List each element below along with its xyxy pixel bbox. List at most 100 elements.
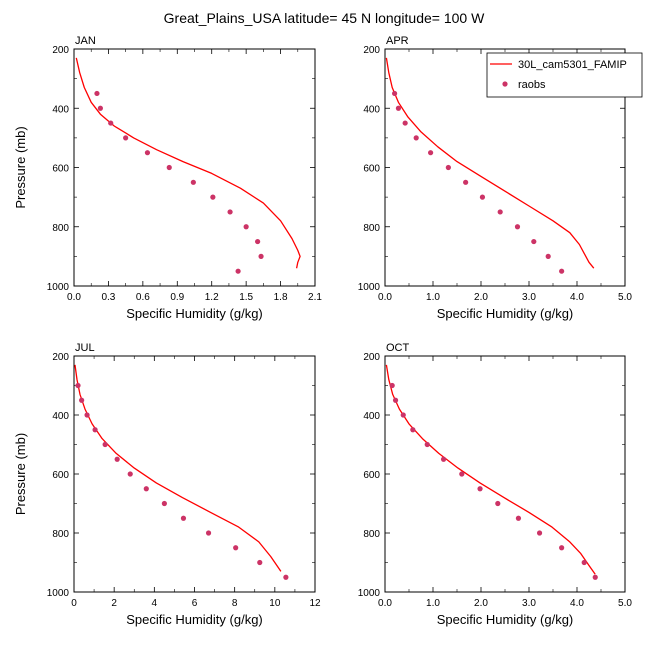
obs-point bbox=[389, 382, 395, 389]
y-tick-label: 600 bbox=[363, 164, 380, 175]
obs-point bbox=[94, 90, 100, 97]
y-axis-title: Pressure (mb) bbox=[13, 126, 28, 208]
obs-point bbox=[102, 441, 108, 448]
obs-point bbox=[402, 120, 408, 126]
x-tick-label: 3.0 bbox=[522, 598, 536, 609]
x-tick-label: 1.5 bbox=[239, 292, 253, 303]
panel-jul: 0 2 4 6 8 10 12 200 400 600 800 1000 JUL Specific Hum… bbox=[13, 342, 321, 627]
obs-point bbox=[123, 135, 129, 141]
obs-point bbox=[144, 150, 151, 156]
panels: 0.0 0.3 0.6 0.9 1.2 1.5 1.8 2.12004006008001000… bbox=[13, 35, 632, 627]
legend-obs-label: raobs bbox=[518, 79, 546, 91]
y-tick-label: 1000 bbox=[358, 282, 381, 293]
x-tick-label: 6 bbox=[192, 598, 198, 609]
y-tick-label: 400 bbox=[52, 411, 69, 422]
panel-title: JAN bbox=[75, 35, 96, 47]
y-tick-label: 400 bbox=[52, 104, 69, 115]
obs-point bbox=[161, 500, 167, 507]
model-series-line bbox=[75, 57, 301, 269]
obs-point bbox=[497, 209, 503, 215]
x-axis-title: Specific Humidity (g/kg) bbox=[437, 612, 574, 627]
x-tick-label: 4 bbox=[152, 598, 158, 609]
obs-point bbox=[283, 574, 289, 580]
panel-title: OCT bbox=[386, 342, 410, 354]
y-tick-label: 600 bbox=[52, 164, 69, 175]
x-tick-label: 5.0 bbox=[618, 292, 632, 303]
x-tick-label: 0.9 bbox=[170, 292, 184, 303]
obs-point bbox=[227, 209, 233, 215]
x-tick-label: 1.0 bbox=[426, 598, 440, 609]
x-tick-label: 2.1 bbox=[308, 292, 322, 303]
x-tick-label: 2.0 bbox=[474, 598, 488, 609]
model-series-line bbox=[385, 364, 596, 575]
obs-point bbox=[400, 412, 406, 418]
obs-point bbox=[79, 397, 85, 403]
x-axis-title: Specific Humidity (g/kg) bbox=[437, 306, 574, 321]
x-tick-label: 0.0 bbox=[378, 292, 392, 303]
plot-frame bbox=[73, 48, 316, 287]
x-tick-label: 0 bbox=[71, 598, 77, 609]
x-tick-label: 1.2 bbox=[205, 292, 219, 303]
x-tick-label: 0.0 bbox=[67, 292, 81, 303]
obs-point bbox=[413, 135, 419, 141]
obs-point bbox=[515, 515, 522, 521]
obs-point bbox=[257, 559, 263, 566]
y-axis-title: Pressure (mb) bbox=[13, 433, 28, 515]
x-tick-label: 0.3 bbox=[101, 292, 115, 303]
y-tick-label: 600 bbox=[363, 470, 380, 481]
x-tick-label: 1.8 bbox=[274, 292, 288, 303]
y-tick-label: 400 bbox=[363, 104, 380, 115]
obs-point bbox=[536, 530, 543, 536]
obs-point bbox=[559, 545, 565, 551]
obs-point bbox=[235, 268, 241, 274]
y-tick-label: 1000 bbox=[358, 588, 381, 599]
y-tick-label: 800 bbox=[363, 223, 380, 234]
obs-point bbox=[392, 90, 398, 97]
x-tick-label: 2.0 bbox=[474, 292, 488, 303]
obs-point bbox=[243, 224, 249, 230]
obs-point bbox=[166, 164, 172, 171]
obs-point bbox=[445, 164, 451, 171]
x-axis-title: Specific Humidity (g/kg) bbox=[126, 612, 263, 627]
obs-point bbox=[545, 253, 551, 259]
x-tick-label: 10 bbox=[269, 598, 281, 609]
x-tick-label: 0.0 bbox=[378, 598, 392, 609]
obs-point bbox=[92, 427, 98, 433]
obs-point bbox=[255, 238, 261, 245]
obs-point bbox=[410, 427, 416, 433]
figure-title: Great_Plains_USA latitude= 45 N longitud… bbox=[164, 10, 485, 26]
obs-point bbox=[180, 515, 187, 521]
y-tick-label: 200 bbox=[52, 352, 69, 363]
obs-point bbox=[392, 397, 399, 403]
x-tick-label: 1.0 bbox=[426, 292, 440, 303]
obs-point bbox=[424, 441, 430, 448]
legend-box bbox=[486, 52, 643, 98]
obs-point bbox=[205, 530, 212, 536]
panel-oct: 0.0 1.0 2.0 3.0 4.0 5.0 200 400 600 800 1000 OCT Spe… bbox=[358, 342, 633, 627]
obs-point bbox=[428, 150, 434, 156]
x-tick-label: 5.0 bbox=[618, 598, 632, 609]
obs-point bbox=[459, 471, 465, 477]
x-tick-label: 4.0 bbox=[570, 292, 584, 303]
legend-model-label: 30L_cam5301_FAMIP bbox=[518, 59, 627, 71]
x-tick-label: 12 bbox=[309, 598, 321, 609]
obs-point bbox=[127, 471, 133, 477]
x-tick-label: 3.0 bbox=[522, 292, 536, 303]
obs-point bbox=[495, 500, 501, 507]
y-tick-label: 200 bbox=[363, 45, 380, 56]
y-tick-label: 200 bbox=[52, 45, 69, 56]
plot-frame bbox=[384, 355, 626, 593]
panel-apr: 0.0 1.0 2.0 3.0 4.0 5.0 200 400 600 800 1000 APR Spe… bbox=[358, 35, 633, 321]
x-axis-title: Specific Humidity (g/kg) bbox=[126, 306, 263, 321]
legend-obs-marker bbox=[502, 81, 508, 87]
obs-point bbox=[210, 194, 216, 200]
obs-point bbox=[581, 559, 587, 566]
obs-point bbox=[143, 486, 149, 492]
obs-point bbox=[514, 224, 521, 230]
obs-point bbox=[531, 238, 537, 245]
panel-title: APR bbox=[386, 35, 409, 47]
obs-point bbox=[479, 194, 486, 200]
obs-point bbox=[108, 120, 114, 126]
x-tick-label: 8 bbox=[232, 598, 238, 609]
